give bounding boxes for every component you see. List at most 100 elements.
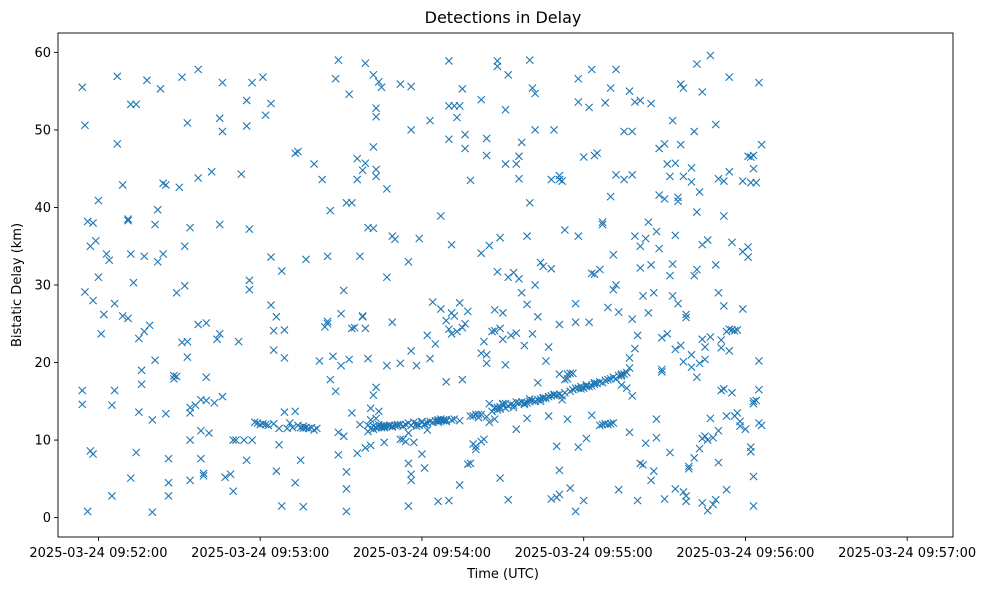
data-point-marker <box>366 404 375 413</box>
data-point-marker <box>649 288 658 297</box>
data-point-marker <box>404 429 413 438</box>
data-point-marker <box>482 359 491 368</box>
data-point-marker <box>266 99 275 108</box>
data-point-marker <box>630 98 639 106</box>
data-point-marker <box>355 252 364 261</box>
data-point-marker <box>536 258 545 267</box>
data-point-marker <box>226 470 235 479</box>
data-point-marker <box>679 172 688 181</box>
data-point-marker <box>207 167 216 176</box>
data-point-marker <box>555 490 564 499</box>
data-point-marker <box>700 355 709 364</box>
data-point-marker <box>196 426 205 435</box>
data-point-marker <box>679 357 688 366</box>
data-point-marker <box>609 285 618 294</box>
data-point-marker <box>404 501 413 510</box>
data-point-marker <box>113 139 122 148</box>
data-point-marker <box>579 496 588 505</box>
data-point-marker <box>202 319 211 327</box>
data-point-marker <box>539 394 548 403</box>
data-point-marker <box>358 166 367 175</box>
data-point-marker <box>606 84 615 93</box>
data-point-marker <box>479 337 488 346</box>
data-point-marker <box>442 316 451 325</box>
data-point-marker <box>102 249 111 258</box>
data-point-marker <box>725 167 734 176</box>
data-point-marker <box>245 276 254 285</box>
data-point-marker <box>215 329 224 338</box>
data-point-marker <box>299 502 308 511</box>
data-point-marker <box>598 220 607 229</box>
data-point-marker <box>628 315 637 324</box>
data-point-marker <box>644 218 653 227</box>
data-point-marker <box>520 341 529 350</box>
data-point-marker <box>698 498 707 507</box>
data-point-marker <box>202 396 211 405</box>
data-point-marker <box>275 424 284 433</box>
data-point-marker <box>725 325 734 334</box>
data-point-marker <box>161 409 170 418</box>
data-point-marker <box>682 491 691 500</box>
data-point-marker <box>261 111 270 120</box>
data-point-marker <box>194 174 203 182</box>
data-point-marker <box>369 142 378 151</box>
data-point-marker <box>544 392 553 401</box>
data-point-marker <box>105 256 114 265</box>
data-point-marker <box>671 231 680 240</box>
data-point-marker <box>625 428 634 437</box>
x-tick-label: 2025-03-24 09:52:00 <box>29 546 167 561</box>
data-point-marker <box>754 78 763 87</box>
data-point-marker <box>603 420 612 429</box>
data-point-marker <box>423 426 432 434</box>
data-point-marker <box>625 363 634 372</box>
data-point-marker <box>407 82 416 91</box>
chart-title: Detections in Delay <box>425 8 582 27</box>
data-point-marker <box>687 177 696 186</box>
data-point-marker <box>382 184 391 193</box>
data-point-marker <box>89 218 98 227</box>
data-point-marker <box>436 305 445 314</box>
data-point-marker <box>652 227 661 236</box>
data-point-marker <box>676 80 685 89</box>
data-point-marker <box>347 198 356 207</box>
data-point-marker <box>447 415 456 424</box>
data-point-marker <box>606 419 615 428</box>
data-point-marker <box>258 73 267 82</box>
data-point-marker <box>444 496 453 505</box>
data-point-marker <box>342 484 351 493</box>
data-point-marker <box>407 476 416 485</box>
y-tick-label: 60 <box>34 46 51 61</box>
data-point-marker <box>512 425 521 434</box>
data-point-marker <box>83 507 92 516</box>
data-point-marker <box>749 501 758 510</box>
y-tick-label: 10 <box>34 434 51 449</box>
data-point-marker <box>690 453 699 462</box>
data-point-marker <box>153 205 162 214</box>
data-point-marker <box>323 319 332 328</box>
data-point-marker <box>638 291 647 300</box>
data-point-marker <box>94 273 103 282</box>
data-point-marker <box>328 352 337 361</box>
data-point-marker <box>501 360 510 369</box>
data-point-marker <box>523 300 532 309</box>
data-point-marker <box>574 443 583 452</box>
data-point-marker <box>345 90 354 99</box>
data-point-marker <box>107 401 116 410</box>
data-point-marker <box>663 160 672 169</box>
data-point-marker <box>110 299 119 308</box>
data-point-marker <box>124 314 133 323</box>
data-point-marker <box>490 415 499 424</box>
data-point-marker <box>323 252 332 261</box>
data-point-marker <box>687 363 696 372</box>
data-point-marker <box>374 77 383 86</box>
data-point-marker <box>574 74 583 83</box>
data-point-marker <box>183 118 192 127</box>
data-point-marker <box>466 459 475 468</box>
data-point-marker <box>706 414 715 423</box>
data-point-marker <box>78 400 87 409</box>
data-point-marker <box>347 408 356 417</box>
data-point-marker <box>620 127 629 136</box>
data-point-marker <box>455 298 464 307</box>
data-point-marker <box>461 130 470 139</box>
data-point-marker <box>172 372 181 381</box>
